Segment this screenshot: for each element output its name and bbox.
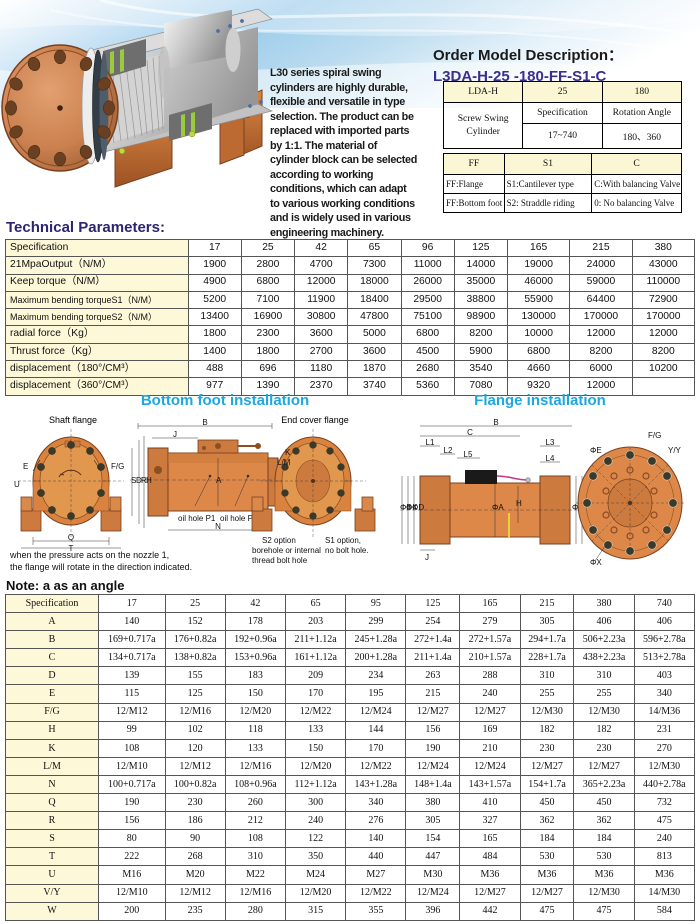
svg-text:ΦD: ΦD [412,503,424,512]
svg-text:S2 option: S2 option [262,536,296,545]
svg-text:L1: L1 [426,438,435,447]
svg-text:L2: L2 [444,446,453,455]
svg-text:U: U [14,480,20,489]
svg-text:F/G: F/G [648,431,661,440]
svg-text:Shaft flange: Shaft flange [49,415,97,425]
svg-text:L5: L5 [464,450,473,459]
svg-text:B: B [202,418,207,427]
svg-text:ΦA: ΦA [492,503,504,512]
svg-text:N: N [215,522,221,531]
svg-text:borehole or internal: borehole or internal [252,546,321,555]
svg-text:F/G: F/G [111,462,124,471]
svg-text:oil hole P1: oil hole P1 [178,514,216,523]
svg-text:H: H [146,476,152,485]
svg-text:C: C [467,428,473,437]
svg-text:L4: L4 [546,454,555,463]
svg-text:A: A [216,476,222,485]
svg-text:H: H [516,499,522,508]
svg-text:Y/Y: Y/Y [668,446,682,455]
svg-text:J: J [425,553,429,562]
svg-text:L3: L3 [546,438,555,447]
svg-text:E: E [23,462,28,471]
svg-text:thread bolt hole: thread bolt hole [252,556,308,565]
svg-text:Q: Q [68,533,74,542]
svg-text:L/M: L/M [277,458,291,467]
svg-text:B: B [493,418,498,427]
svg-text:K: K [285,448,291,457]
svg-text:S1 option,: S1 option, [325,536,361,545]
svg-text:ΦE: ΦE [590,446,602,455]
svg-text:no bolt hole.: no bolt hole. [325,546,369,555]
svg-text:End cover flange: End cover flange [281,415,349,425]
svg-text:J: J [173,430,177,439]
